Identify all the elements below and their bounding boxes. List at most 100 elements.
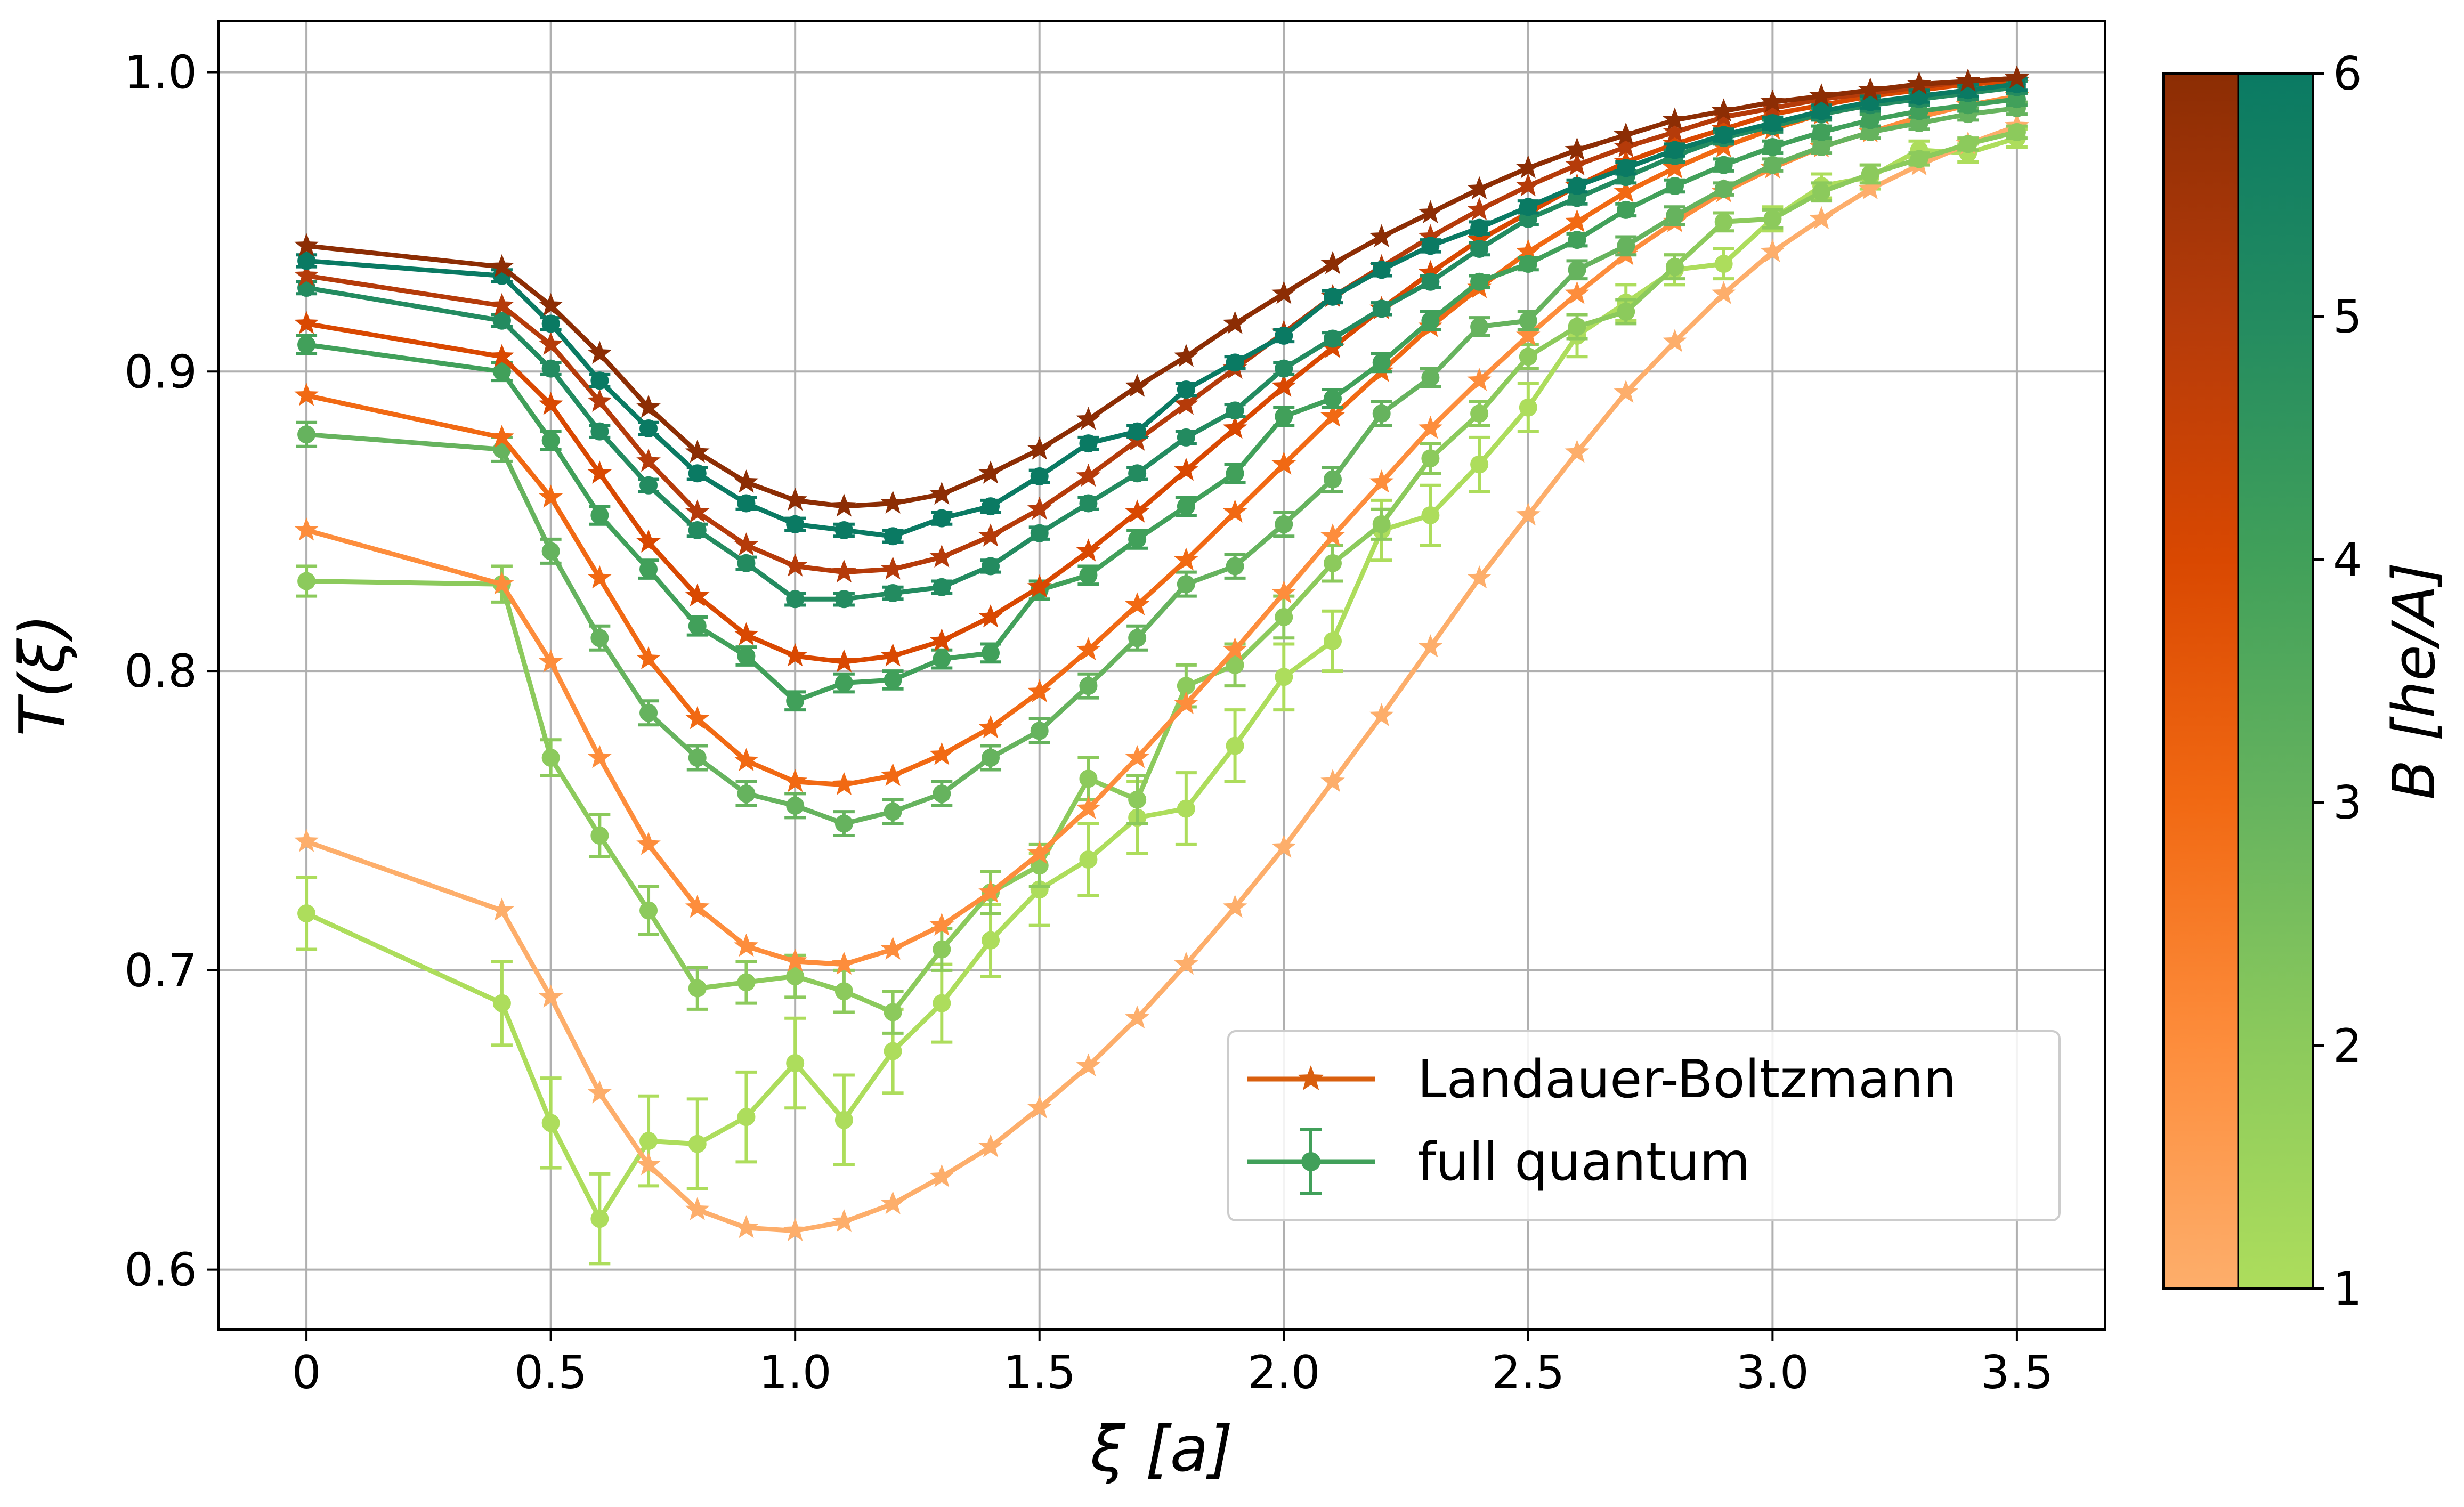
landauer-boltzmann-point [783,487,807,511]
landauer-boltzmann-point [538,649,563,673]
legend-landauer-marker [1298,1065,1324,1090]
landauer-boltzmann-point [832,1209,856,1233]
full-quantum-point [1665,257,1684,276]
landauer-boltzmann-point [1222,416,1247,439]
full-quantum-point [737,973,756,992]
y-axis: 0.6 0.7 0.8 0.9 1.0 [124,46,218,1297]
full-quantum-point [884,584,902,603]
landauer-boltzmann-point [636,529,661,553]
landauer-boltzmann-point [1271,580,1296,604]
landauer-boltzmann-point [1271,281,1296,304]
landauer-boltzmann-point [1418,634,1443,658]
landauer-boltzmann-point [1467,176,1492,199]
landauer-boltzmann-point [1516,502,1541,526]
landauer-boltzmann-point [880,643,905,667]
full-quantum-point [590,506,609,524]
landauer-boltzmann-point [1222,499,1247,523]
landauer-boltzmann-point [832,772,856,795]
full-quantum-point [1275,326,1293,345]
full-quantum-point [1568,231,1586,249]
landauer-boltzmann-point [832,649,856,673]
landauer-boltzmann-point [734,469,759,493]
landauer-boltzmann-point [1027,1095,1052,1119]
full-quantum-point [1519,198,1537,216]
full-quantum-point [1275,607,1293,626]
landauer-boltzmann-point [1271,374,1296,397]
full-quantum-point [639,560,658,579]
full-quantum-point [688,464,707,483]
full-quantum-point [1861,165,1879,183]
full-quantum-point [1226,464,1244,483]
full-quantum-point [297,252,316,270]
full-quantum-point [1275,515,1293,533]
full-quantum-point [1714,255,1733,273]
full-quantum-point [786,796,805,815]
legend-quantum-label: full quantum [1417,1132,1750,1193]
full-quantum-point [590,629,609,647]
landauer-boltzmann-point [1809,206,1834,230]
landauer-boltzmann-point [978,879,1003,903]
full-quantum-point [834,814,853,833]
x-tick-label: 0.5 [514,1346,587,1399]
colorbar-left-strip [2163,74,2238,1289]
landauer-boltzmann-point [1467,368,1492,391]
landauer-boltzmann-point [1320,403,1345,427]
x-tick-label: 3.5 [1981,1346,2054,1399]
grid [218,21,2105,1330]
full-quantum-point [1128,629,1147,647]
full-quantum-point [1226,353,1244,372]
full-quantum-point [1372,299,1391,318]
full-quantum-point [1763,209,1782,228]
full-quantum-point [1470,455,1489,474]
y-tick-label: 1.0 [124,46,197,100]
landauer-boltzmann-point [832,559,856,583]
full-quantum-point [933,784,951,803]
colorbar-tick-label: 3 [2333,776,2362,830]
x-axis-title: ξ [a] [1090,1412,1233,1486]
full-quantum-point [1030,467,1049,485]
full-quantum-point [1470,272,1489,291]
landauer-boltzmann-point [538,331,563,355]
landauer-boltzmann-point [587,1080,612,1104]
landauer-boltzmann-point [294,517,319,541]
full-quantum-point [1226,655,1244,674]
landauer-boltzmann-point [1858,77,1883,101]
x-tick-label: 2.0 [1247,1346,1320,1399]
landauer-boltzmann-point [1565,281,1590,304]
full-quantum-point [1617,159,1635,177]
landauer-boltzmann-point [832,493,856,517]
full-quantum-point [1519,255,1537,273]
colorbar-title: B [he/A] [2380,562,2448,800]
y-tick-label: 0.6 [124,1244,197,1297]
landauer-boltzmann-point [1565,137,1590,160]
landauer-boltzmann-point [1418,416,1443,439]
landauer-boltzmann-point [1614,379,1639,403]
full-quantum-point [933,578,951,596]
legend: Landauer-Boltzmann full quantum [1227,1030,2061,1221]
full-quantum-point [1519,347,1537,366]
landauer-boltzmann-point [929,481,954,505]
landauer-boltzmann-series [294,71,2029,795]
x-tick-label: 0 [292,1346,321,1399]
landauer-boltzmann-point [636,831,661,855]
legend-quantum-marker [1301,1152,1320,1171]
full-quantum-point [834,674,853,692]
full-quantum-point [1275,407,1293,426]
landauer-boltzmann-point [1027,679,1052,702]
full-quantum-point [1079,850,1098,869]
landauer-boltzmann-point [880,763,905,787]
full-quantum-point [1128,422,1147,441]
landauer-boltzmann-point [538,392,563,415]
full-quantum-point [1128,790,1147,809]
full-quantum-point [737,1108,756,1127]
full-quantum-point [590,422,609,441]
landauer-boltzmann-point [783,553,807,577]
landauer-boltzmann-point [1271,451,1296,475]
landauer-boltzmann-point [490,897,514,921]
full-quantum-point [1421,272,1440,291]
full-quantum-point [737,646,756,665]
full-quantum-point [1568,318,1586,336]
full-quantum-point [982,644,1000,662]
full-quantum-point [1177,575,1195,594]
landauer-boltzmann-point [685,499,710,523]
